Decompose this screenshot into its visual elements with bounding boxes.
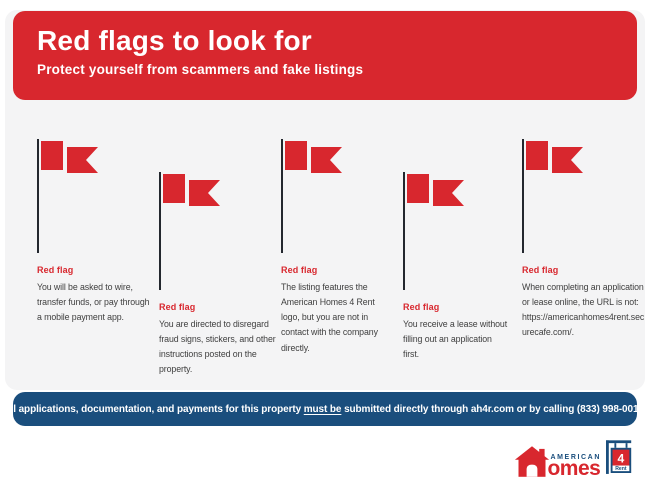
logo-four-text: 4	[618, 452, 625, 466]
red-flag-icon	[522, 139, 583, 253]
notice-text-post: submitted directly through ah4r.com or b…	[341, 403, 647, 415]
red-flag-label: Red flag	[281, 265, 318, 275]
red-flag-icon	[37, 139, 98, 253]
red-flag-icon	[403, 172, 464, 290]
header-banner: Red flags to look for Protect yourself f…	[13, 11, 637, 100]
red-flag-icon	[159, 172, 220, 290]
red-flag-label: Red flag	[159, 302, 196, 312]
logo-rent-text: Rent	[615, 466, 627, 472]
notice-text-underlined: must be	[303, 403, 342, 415]
notice-bar: All applications, documentation, and pay…	[3, 392, 647, 426]
logo-american-text: AMERICAN	[550, 454, 601, 462]
red-flag-icon	[281, 139, 342, 253]
red-flag-description: You will be asked to wire, transfer fund…	[37, 282, 150, 323]
notice-text-pre: All applications, documentation, and pay…	[3, 403, 304, 415]
page-title: Red flags to look for	[37, 25, 312, 56]
red-flag-description: The listing features the American Homes …	[281, 282, 378, 353]
page-subtitle: Protect yourself from scammers and fake …	[37, 62, 364, 77]
company-logo: AMERICAN omes 4 Rent	[514, 440, 634, 481]
red-flag-description: You are directed to disregard fraud sign…	[159, 319, 276, 375]
four-rent-sign-icon: 4 Rent	[606, 440, 632, 474]
red-flag-description: When completing an application or lease …	[522, 282, 645, 338]
red-flag-item-1: Red flag You will be asked to wire, tran…	[37, 139, 155, 325]
red-flag-item-4: Red flag You receive a lease without fil…	[403, 172, 509, 362]
red-flag-item-5: Red flag When completing an application …	[522, 139, 646, 341]
red-flag-label: Red flag	[37, 265, 74, 275]
red-flag-description: You receive a lease without filling out …	[403, 319, 508, 360]
red-flag-label: Red flag	[403, 302, 440, 312]
red-flag-label: Red flag	[522, 265, 559, 275]
house-icon	[515, 446, 550, 477]
red-flag-item-3: Red flag The listing features the Americ…	[281, 139, 393, 356]
logo-homes-text: omes	[547, 457, 601, 481]
notice-text: All applications, documentation, and pay…	[3, 404, 646, 415]
red-flag-item-2: Red flag You are directed to disregard f…	[159, 172, 285, 378]
logo-wordmark: AMERICAN omes	[547, 454, 601, 481]
